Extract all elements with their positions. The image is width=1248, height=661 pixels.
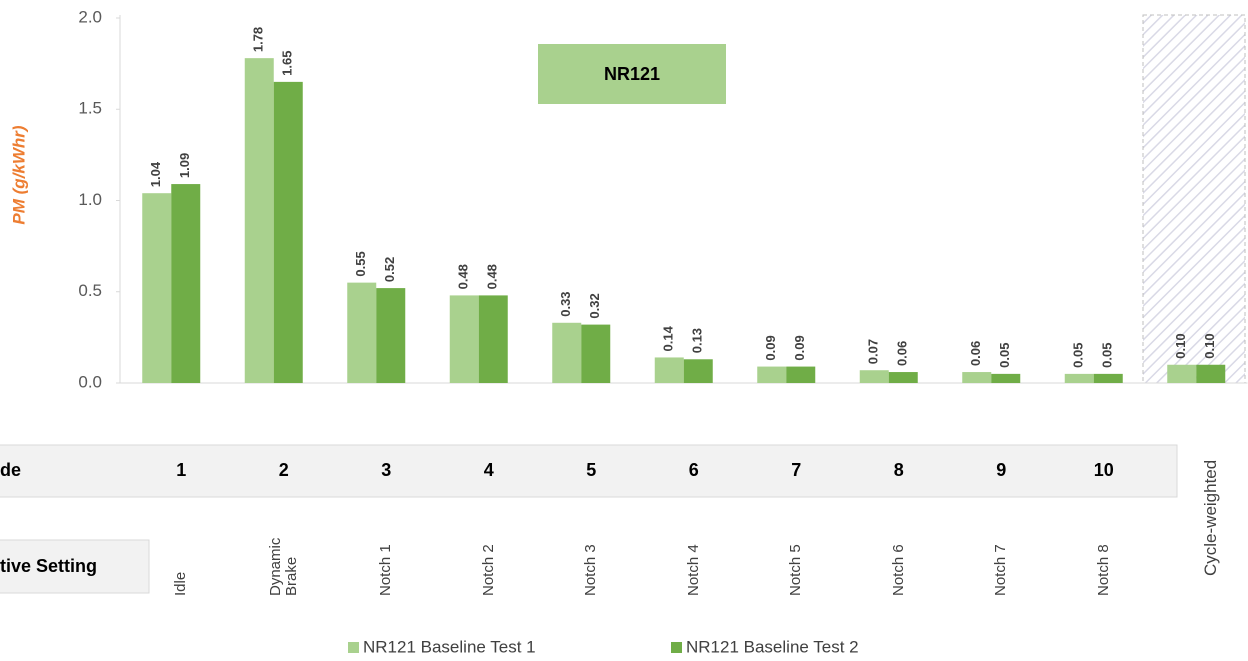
bar	[376, 288, 406, 383]
category-label: Notch 3	[582, 544, 600, 596]
y-tick-label: 2.0	[78, 7, 102, 26]
data-label: 0.10	[1173, 333, 1188, 358]
data-label: 0.05	[1071, 343, 1086, 368]
setting-box	[0, 539, 150, 594]
data-label: 0.05	[997, 343, 1012, 368]
data-label: 0.09	[792, 335, 807, 360]
bar	[142, 193, 172, 383]
bar	[244, 58, 274, 384]
data-label: 0.48	[456, 264, 471, 289]
legend-label: NR121 Baseline Test 1	[363, 637, 536, 656]
bar	[654, 357, 684, 383]
bar	[962, 372, 992, 383]
data-label: 1.09	[177, 153, 192, 178]
data-label: 0.52	[382, 257, 397, 282]
mode-label: 4	[484, 460, 494, 480]
category-label: Notch 4	[684, 544, 702, 596]
category-label: Cycle-weighted	[1201, 459, 1221, 577]
data-label: 0.32	[587, 293, 602, 318]
bar	[859, 370, 889, 383]
annotation: NR121	[604, 64, 660, 84]
data-label: 0.05	[1100, 343, 1115, 368]
mode-label: 8	[894, 460, 904, 480]
category-label: Notch 8	[1094, 544, 1112, 596]
data-label: 0.14	[661, 325, 676, 351]
hatched-region	[1142, 14, 1246, 384]
mode-label: 6	[689, 460, 699, 480]
data-label: 1.65	[280, 51, 295, 76]
mode-label: 5	[586, 460, 596, 480]
y-axis-label: PM (g/kWhr)	[9, 125, 28, 224]
legend-swatch	[348, 642, 359, 653]
data-label: 0.09	[763, 335, 778, 360]
legend-swatch	[671, 642, 682, 653]
mode-label: 2	[279, 460, 289, 480]
category-label: Notch 2	[479, 544, 497, 596]
bar	[757, 366, 787, 383]
data-label: 0.06	[968, 341, 983, 366]
category-label: Notch 1	[377, 544, 395, 596]
bar	[991, 373, 1021, 383]
data-label: 0.55	[353, 251, 368, 276]
y-tick-label: 0.5	[78, 281, 102, 300]
data-label: 0.33	[558, 291, 573, 316]
mode-label: 9	[996, 460, 1006, 480]
row-label: tive Setting	[0, 556, 97, 576]
y-tick-label: 1.0	[78, 190, 102, 209]
bar	[786, 366, 816, 383]
category-label: Dynamic Brake	[266, 537, 300, 596]
legend-label: NR121 Baseline Test 2	[686, 637, 859, 656]
bar	[1167, 364, 1197, 383]
data-label: 0.13	[690, 328, 705, 353]
bar	[552, 322, 582, 383]
data-label: 0.10	[1202, 333, 1217, 358]
y-tick-label: 0.0	[78, 372, 102, 391]
data-label: 1.04	[148, 161, 163, 187]
bar	[273, 81, 303, 383]
category-label: Notch 6	[889, 544, 907, 596]
bar	[683, 359, 713, 383]
bar	[1064, 373, 1094, 383]
category-label: Notch 5	[787, 544, 805, 596]
mode-label: 10	[1094, 460, 1114, 480]
mode-label: 7	[791, 460, 801, 480]
row-label: de	[0, 460, 21, 480]
annotation-box	[538, 44, 726, 104]
data-label: 0.48	[485, 264, 500, 289]
y-tick-label: 1.5	[78, 99, 102, 118]
mode-label: 1	[176, 460, 186, 480]
mode-label: 3	[381, 460, 391, 480]
bar	[449, 295, 479, 383]
data-label: 0.07	[866, 339, 881, 364]
category-label: Notch 7	[992, 544, 1010, 596]
data-label: 1.78	[251, 27, 266, 52]
bar	[888, 372, 918, 383]
mode-row	[0, 444, 1178, 498]
bar	[1093, 373, 1123, 383]
bar	[1196, 364, 1226, 383]
bar	[347, 282, 377, 383]
bar	[171, 184, 201, 383]
bar	[581, 324, 611, 383]
category-label: Idle	[172, 571, 190, 596]
data-label: 0.06	[895, 341, 910, 366]
bar	[478, 295, 508, 383]
